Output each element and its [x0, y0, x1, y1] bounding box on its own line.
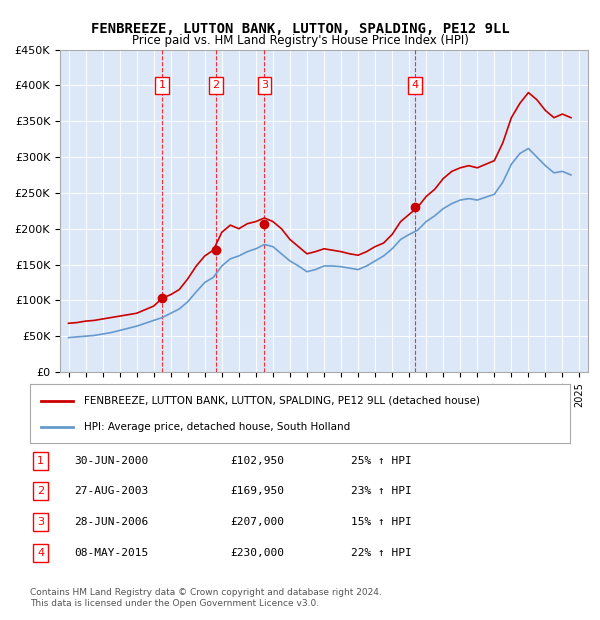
Text: 3: 3	[37, 517, 44, 527]
Text: HPI: Average price, detached house, South Holland: HPI: Average price, detached house, Sout…	[84, 422, 350, 432]
Text: 4: 4	[412, 81, 419, 91]
Text: 30-JUN-2000: 30-JUN-2000	[74, 456, 148, 466]
Text: 4: 4	[37, 547, 44, 558]
Text: £102,950: £102,950	[230, 456, 284, 466]
Text: 08-MAY-2015: 08-MAY-2015	[74, 547, 148, 558]
Text: Price paid vs. HM Land Registry's House Price Index (HPI): Price paid vs. HM Land Registry's House …	[131, 34, 469, 47]
Text: 22% ↑ HPI: 22% ↑ HPI	[350, 547, 412, 558]
Text: 25% ↑ HPI: 25% ↑ HPI	[350, 456, 412, 466]
Text: 1: 1	[158, 81, 166, 91]
Text: FENBREEZE, LUTTON BANK, LUTTON, SPALDING, PE12 9LL (detached house): FENBREEZE, LUTTON BANK, LUTTON, SPALDING…	[84, 396, 480, 406]
Text: 27-AUG-2003: 27-AUG-2003	[74, 486, 148, 497]
Text: 23% ↑ HPI: 23% ↑ HPI	[350, 486, 412, 497]
Text: FENBREEZE, LUTTON BANK, LUTTON, SPALDING, PE12 9LL: FENBREEZE, LUTTON BANK, LUTTON, SPALDING…	[91, 22, 509, 36]
Text: Contains HM Land Registry data © Crown copyright and database right 2024.
This d: Contains HM Land Registry data © Crown c…	[30, 588, 382, 608]
Text: £230,000: £230,000	[230, 547, 284, 558]
Text: 3: 3	[261, 81, 268, 91]
Text: 28-JUN-2006: 28-JUN-2006	[74, 517, 148, 527]
Text: £207,000: £207,000	[230, 517, 284, 527]
Text: £169,950: £169,950	[230, 486, 284, 497]
Text: 15% ↑ HPI: 15% ↑ HPI	[350, 517, 412, 527]
Text: 2: 2	[37, 486, 44, 497]
Text: 1: 1	[37, 456, 44, 466]
Text: 2: 2	[212, 81, 220, 91]
